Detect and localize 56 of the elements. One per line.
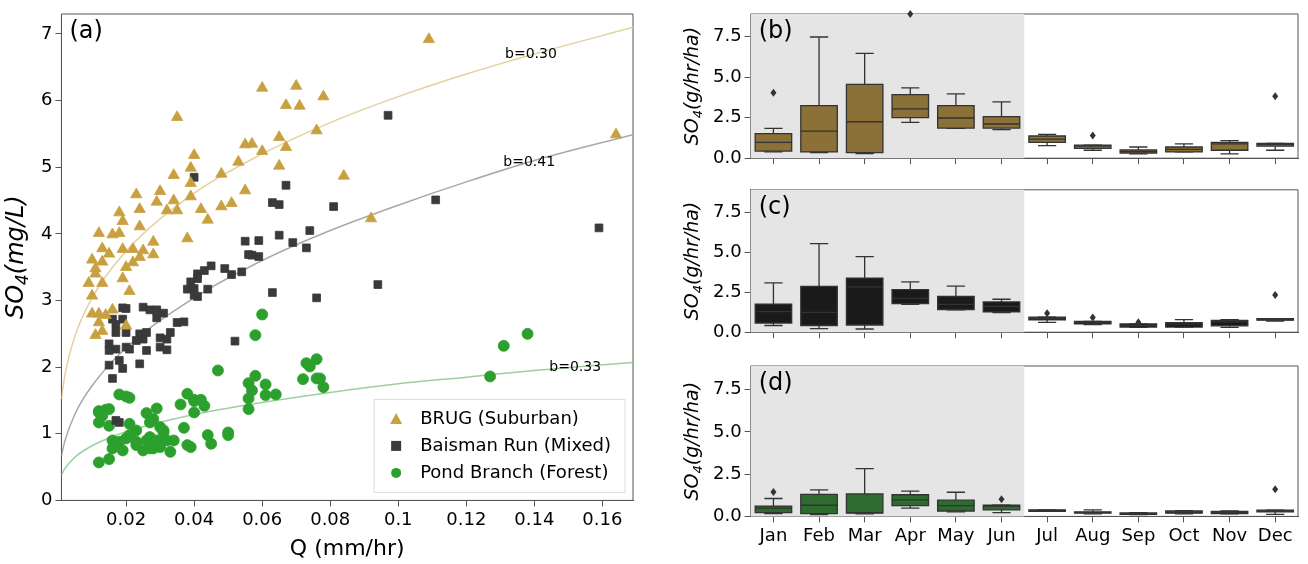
annotation: (b)	[758, 16, 793, 45]
x-tick-label: Jul	[1035, 523, 1058, 545]
x-tick-label: Feb	[803, 523, 835, 545]
annotation: (c)	[758, 192, 791, 221]
y-axis-title: SO4(g/hr/ha)	[680, 201, 706, 321]
legend-label: Baisman Run (Mixed)	[420, 433, 612, 455]
legend-label: BRUG (Suburban)	[420, 406, 579, 428]
y-tick-label: 5	[41, 154, 53, 176]
y-tick-label: 7	[41, 21, 53, 43]
x-tick-label: 0.16	[582, 507, 623, 529]
y-tick-label: 0.0	[712, 145, 742, 167]
y-tick-label: 6	[41, 88, 53, 110]
y-tick-label: 5.0	[712, 419, 742, 441]
x-tick-label: Aug	[1075, 523, 1111, 545]
annotation: b=0.33	[549, 357, 602, 374]
x-tick-label: May	[937, 523, 975, 545]
y-tick-label: 2	[41, 354, 53, 376]
x-tick-label: Jun	[986, 523, 1016, 545]
y-tick-label: 0.0	[712, 319, 742, 341]
y-tick-label: 3	[41, 288, 53, 310]
y-tick-label: 5.0	[712, 239, 742, 261]
x-tick-label: 0.14	[514, 507, 555, 529]
annotation: (a)	[69, 16, 103, 45]
x-tick-label: Sep	[1121, 523, 1156, 545]
x-tick-label: 0.1	[383, 507, 413, 529]
x-tick-label: Jan	[758, 523, 788, 545]
x-tick-label: Mar	[847, 523, 883, 545]
annotation: (d)	[758, 368, 793, 397]
y-tick-label: 2.5	[712, 279, 742, 301]
x-tick-label: Oct	[1168, 523, 1200, 545]
x-tick-label: Apr	[894, 523, 927, 545]
x-tick-label: 0.04	[174, 507, 215, 529]
y-axis-title: SO4(g/hr/ha)	[680, 26, 706, 146]
x-tick-label: 0.06	[242, 507, 283, 529]
x-axis-title: Q (mm/hr)	[289, 534, 405, 560]
legend-label: Pond Branch (Forest)	[420, 460, 609, 482]
y-tick-label: 7.5	[712, 24, 742, 46]
y-tick-label: 5.0	[712, 64, 742, 86]
x-tick-label: 0.08	[310, 507, 351, 529]
y-tick-label: 7.5	[712, 377, 742, 399]
y-tick-label: 0.0	[712, 504, 742, 526]
line-series	[61, 133, 633, 457]
x-tick-label: 0.02	[106, 507, 147, 529]
y-axis-title: SO4(mg/L)	[1, 195, 33, 320]
y-tick-label: 0	[41, 488, 53, 510]
annotation: b=0.41	[503, 152, 556, 169]
y-tick-label: 4	[41, 221, 53, 243]
annotation: b=0.30	[505, 45, 557, 62]
y-tick-label: 1	[41, 421, 53, 443]
y-tick-label: 2.5	[712, 105, 742, 127]
y-tick-label: 2.5	[712, 461, 742, 483]
x-tick-label: 0.12	[446, 507, 487, 529]
x-tick-label: Nov	[1212, 523, 1248, 545]
y-tick-label: 7.5	[712, 199, 742, 221]
y-axis-title: SO4(g/hr/ha)	[680, 381, 706, 501]
x-tick-label: Dec	[1257, 523, 1293, 545]
